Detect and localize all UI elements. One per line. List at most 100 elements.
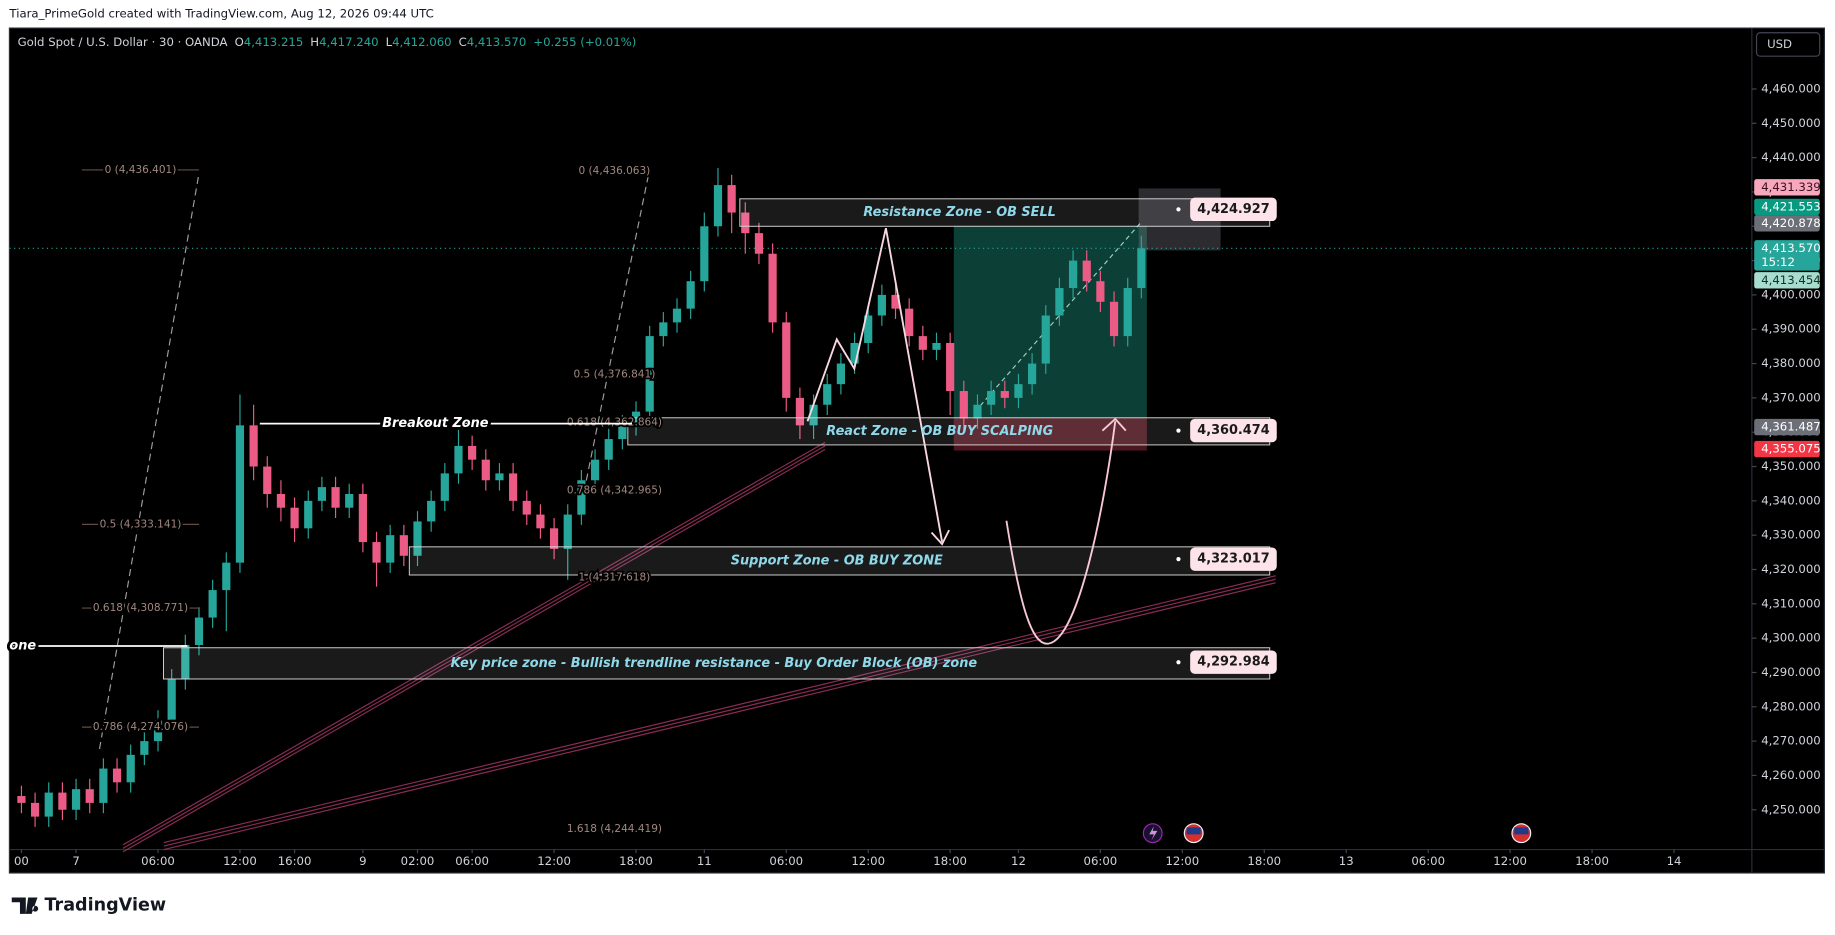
y-tick-label: 4,270.000 bbox=[1761, 734, 1820, 748]
projection-line bbox=[974, 221, 1142, 413]
candle-body bbox=[345, 493, 354, 508]
x-tick-label: 06:00 bbox=[141, 854, 175, 868]
x-tick-label: 12:00 bbox=[1165, 854, 1199, 868]
zone-tag-dot bbox=[1176, 207, 1181, 212]
candle-body bbox=[1055, 288, 1064, 316]
candle-body bbox=[1068, 260, 1078, 289]
candle-body bbox=[659, 322, 668, 337]
currency-button[interactable] bbox=[1755, 32, 1821, 57]
fib-trend-line bbox=[98, 173, 200, 750]
candle-body bbox=[549, 528, 559, 549]
candle-body bbox=[140, 741, 149, 755]
candle-body bbox=[905, 308, 914, 337]
currency[interactable]: USD bbox=[1767, 37, 1792, 51]
candle-body bbox=[741, 212, 750, 234]
candle-body bbox=[973, 404, 982, 419]
price-tag-label: 4,355.075 bbox=[1761, 442, 1820, 456]
x-tick-label: 18:00 bbox=[933, 854, 967, 868]
countdown: 15:12 bbox=[1761, 255, 1795, 269]
x-tick-label: 00 bbox=[14, 854, 29, 868]
candle-body bbox=[222, 562, 231, 591]
ohlc-value: 4,413.570 bbox=[467, 35, 526, 49]
zone-tag-box bbox=[1190, 650, 1277, 674]
candle-body bbox=[399, 535, 408, 556]
price-tag-label: 4,420.878 bbox=[1761, 216, 1820, 230]
candle-body bbox=[932, 342, 941, 350]
x-tick-label: 18:00 bbox=[619, 854, 653, 868]
candle-body bbox=[946, 342, 955, 392]
candle-body bbox=[850, 342, 859, 364]
candle-body bbox=[672, 308, 682, 323]
candle-body bbox=[44, 792, 53, 817]
candle-body bbox=[987, 391, 996, 405]
candle-body bbox=[358, 493, 367, 543]
event-icon-glyph bbox=[1149, 826, 1158, 841]
candle-body bbox=[427, 500, 436, 522]
x-tick-label: 16:00 bbox=[278, 854, 312, 868]
zone-tag: 4,360.474 bbox=[1197, 423, 1269, 438]
zone-tag-dot bbox=[1176, 428, 1181, 433]
candle-body bbox=[1028, 363, 1037, 385]
fib-label: 0.618 (4,308.771) bbox=[93, 602, 188, 614]
price-tag bbox=[1754, 240, 1820, 271]
x-tick-label: 06:00 bbox=[1411, 854, 1445, 868]
candle-body bbox=[331, 487, 340, 508]
candle-body bbox=[454, 445, 463, 474]
candle-body bbox=[290, 507, 299, 529]
candle-body bbox=[782, 322, 791, 398]
price-tag-label: 4,431.339 bbox=[1761, 180, 1820, 194]
fib-label: 0.5 (4,376.841) bbox=[574, 368, 656, 380]
candles bbox=[17, 167, 1146, 827]
candle-body bbox=[386, 535, 395, 563]
zone-box bbox=[739, 198, 1271, 227]
candle-body bbox=[795, 397, 805, 426]
fib-label: 0.5 (4,333.141) bbox=[100, 518, 182, 530]
zone-tag: 4,292.984 bbox=[1197, 655, 1269, 670]
candle-body bbox=[1096, 281, 1105, 302]
candle-body bbox=[754, 233, 764, 254]
candle-body bbox=[1109, 301, 1119, 337]
candle-body bbox=[194, 617, 204, 646]
y-tick-label: 4,340.000 bbox=[1761, 493, 1820, 507]
price-tag bbox=[1754, 418, 1820, 436]
x-tick-label: 06:00 bbox=[455, 854, 489, 868]
price-tag bbox=[1754, 179, 1820, 196]
x-tick-label: 9 bbox=[359, 854, 366, 868]
candle-body bbox=[645, 336, 654, 412]
candle-body bbox=[536, 514, 545, 529]
candle-body bbox=[208, 590, 217, 618]
ohlc-value: 4,413.215 bbox=[244, 35, 303, 49]
price-tag-label: 4,413.570 bbox=[1761, 241, 1820, 255]
candle-body bbox=[727, 185, 736, 213]
candle-body bbox=[604, 439, 613, 460]
candle-body bbox=[99, 768, 108, 803]
x-tick-label: 06:00 bbox=[769, 854, 803, 868]
zone-tag: 4,323.017 bbox=[1197, 552, 1269, 567]
x-tick-label: 7 bbox=[72, 854, 79, 868]
candle-body bbox=[495, 473, 504, 481]
x-tick-label: 12:00 bbox=[851, 854, 885, 868]
x-tick-label: 12:00 bbox=[1493, 854, 1527, 868]
y-tick-label: 4,320.000 bbox=[1761, 562, 1820, 576]
zone-tag-dot bbox=[1176, 660, 1181, 665]
zone-tag-box bbox=[1190, 547, 1277, 571]
ohlc-value: 4,412.060 bbox=[392, 35, 451, 49]
zone-box bbox=[627, 417, 1271, 446]
candle-body bbox=[809, 404, 818, 426]
candle-body bbox=[17, 796, 26, 803]
candle-body bbox=[768, 253, 777, 323]
fib-label: 0.618 (4,362.864) bbox=[567, 416, 662, 428]
candle-body bbox=[440, 473, 449, 501]
candle-body bbox=[468, 445, 477, 460]
fib-label: 0 (4,436.401) bbox=[105, 164, 177, 176]
candle-body bbox=[249, 425, 258, 467]
annotation-label: Breakout Zone bbox=[382, 416, 489, 431]
price-tag bbox=[1754, 215, 1820, 232]
ohlc-key: C bbox=[459, 35, 467, 49]
candle-body bbox=[1082, 260, 1091, 282]
trendline bbox=[163, 575, 1276, 851]
candle-body bbox=[30, 802, 40, 817]
candle-body bbox=[836, 363, 845, 385]
foreground-drawings: Resistance Zone - OB SELL 4,424.927 React … bbox=[6, 162, 1277, 837]
